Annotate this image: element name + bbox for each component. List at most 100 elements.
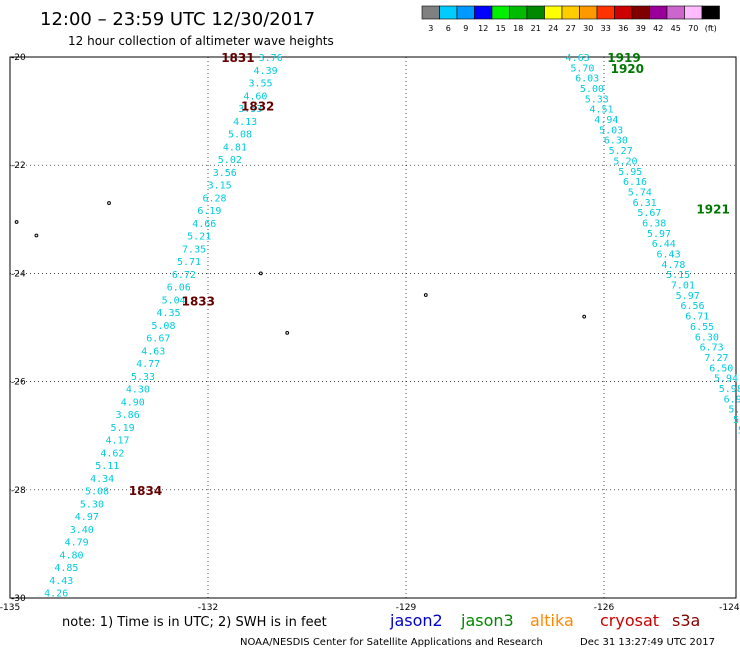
colorbar-swatch (666, 5, 685, 20)
x-tick-label: -129 (396, 603, 417, 613)
colorbar-swatch (649, 5, 668, 20)
swh-value-label: 6.72 (172, 270, 196, 281)
time-label: 1921 (696, 202, 729, 216)
swh-value-label: 5.63 (733, 415, 740, 426)
satellite-name: jason2 (389, 611, 443, 630)
swh-value-label: 4.51 (589, 105, 613, 116)
time-label: 1831 (221, 51, 254, 65)
colorbar-swatch (701, 5, 720, 20)
island-marker (107, 201, 111, 205)
island-marker (14, 220, 19, 224)
swh-value-label: 4.30 (126, 385, 150, 396)
swh-value-label: 5.70 (570, 63, 594, 74)
island-marker (285, 331, 290, 335)
colorbar-label: 3 (428, 24, 433, 33)
swh-value-label: 3.76 (259, 53, 283, 64)
x-tick-label: -132 (198, 603, 218, 613)
swh-value-label: 4.17 (105, 436, 129, 447)
time-label: 1832 (241, 100, 274, 114)
swh-value-label: 4.26 (44, 589, 68, 600)
colorbar-swatch (614, 5, 633, 20)
y-tick-label: -22 (11, 161, 26, 171)
satellite-name: cryosat (600, 611, 659, 630)
swh-value-label: 4.81 (223, 142, 247, 153)
colorbar-swatch (684, 5, 703, 20)
time-label: 1833 (182, 294, 215, 308)
swh-value-label: 7.27 (704, 353, 728, 364)
time-label: 1919 (607, 51, 640, 65)
swh-value-label: 6.67 (146, 334, 170, 345)
swh-value-label: 5.08 (85, 487, 109, 498)
swh-value-label: 6.55 (690, 322, 714, 333)
swh-value-label: 6.71 (685, 312, 709, 323)
swh-value-label: 5.98 (719, 384, 740, 395)
colorbar-label: 70 (688, 24, 698, 33)
colorbar-swatch (561, 5, 580, 20)
swh-value-label: 5.11 (95, 461, 119, 472)
island-marker (582, 314, 587, 319)
swh-value-label: 6.44 (652, 239, 676, 250)
credit-text: NOAA/NESDIS Center for Satellite Applica… (240, 637, 543, 648)
colorbar-label: (ft) (705, 24, 717, 33)
swh-value-label: 4.35 (157, 308, 181, 319)
colorbar-label: 9 (463, 24, 468, 33)
swh-value-label: 6.16 (623, 177, 647, 188)
satellite-name: altika (530, 611, 574, 630)
swh-value-label: 4.66 (192, 219, 216, 230)
colorbar-label: 33 (601, 24, 611, 33)
swh-value-label: 4.90 (121, 397, 145, 408)
timestamp-text: Dec 31 13:27:49 UTC 2017 (580, 637, 715, 648)
swh-value-label: 5.80 (738, 425, 740, 436)
swh-value-label: 4.60 (243, 91, 267, 102)
swh-value-label: 5.00 (580, 84, 604, 95)
swh-value-label: 6.19 (197, 206, 221, 217)
swh-value-label: 3.40 (70, 525, 94, 536)
color-legend: 3 6 9 12 15 18 21 24 27 30 33 36 39 42 45 70 (ft) (421, 5, 720, 33)
x-tick-label: -124 (719, 603, 740, 613)
satellite-name: jason3 (460, 611, 514, 630)
swh-value-label: 5.95 (618, 167, 642, 178)
colorbar-swatch (439, 5, 458, 20)
colorbar-swatch (509, 5, 528, 20)
swh-value-label: 5.27 (609, 146, 633, 157)
swh-value-label: 5.15 (666, 270, 690, 281)
swh-value-label: 4.39 (254, 66, 278, 77)
colorbar-label: 24 (548, 24, 558, 33)
y-tick-label: -28 (11, 486, 26, 496)
y-tick-label: -30 (11, 594, 26, 604)
colorbar-swatch (474, 5, 493, 20)
colorbar-swatch (631, 5, 650, 20)
x-tick-label: -135 (0, 603, 20, 613)
swh-value-label: 5.33 (131, 372, 155, 383)
island-marker (423, 293, 428, 297)
island-marker (258, 271, 263, 276)
colorbar-swatch (421, 5, 440, 20)
swh-value-label: 6.06 (167, 283, 191, 294)
time-label: 1920 (611, 62, 644, 76)
swh-value-label: 6.38 (642, 218, 666, 229)
colorbar-label: 42 (653, 24, 663, 33)
swh-value-label: 4.79 (65, 538, 89, 549)
chart-title: 12:00 – 23:59 UTC 12/30/2017 (40, 9, 315, 30)
swh-value-label: 5.74 (628, 187, 652, 198)
swh-value-label: 3.86 (116, 410, 140, 421)
swh-value-label: 4.80 (59, 550, 83, 561)
time-label: 1834 (129, 484, 162, 498)
colorbar-label: 12 (478, 24, 488, 33)
swh-value-label: 5.89 (728, 405, 740, 416)
swh-value-label: 4.94 (594, 115, 618, 126)
satellite-name: s3a (672, 611, 700, 630)
colorbar-label: 6 (446, 24, 451, 33)
swh-value-label: 4.62 (100, 448, 124, 459)
colorbar-label: 39 (636, 24, 646, 33)
swh-value-label: 5.08 (228, 130, 252, 141)
satellite-legend: jason2 jason3 altika cryosat s3a (389, 611, 700, 630)
swh-value-label: 4.34 (90, 474, 114, 485)
colorbar-swatch (544, 5, 563, 20)
swh-value-label: 6.28 (202, 193, 226, 204)
colorbar-swatch (491, 5, 510, 20)
colorbar-swatch (526, 5, 545, 20)
swh-value-label: 6.50 (709, 363, 733, 374)
footnote: note: 1) Time is in UTC; 2) SWH is in fe… (62, 615, 327, 630)
